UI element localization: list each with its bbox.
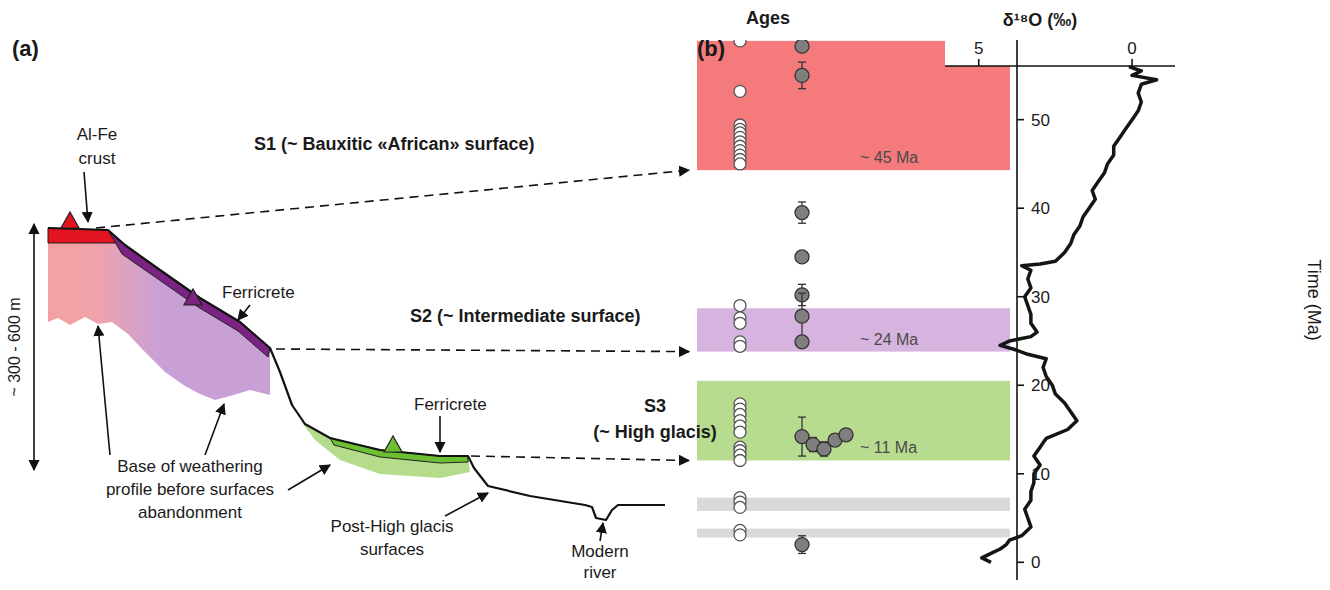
sample-site	[184, 289, 202, 305]
arrow	[276, 349, 689, 352]
age-filled	[795, 40, 809, 53]
age-open	[734, 317, 746, 329]
sample-site	[384, 436, 402, 452]
age-filled	[795, 335, 809, 349]
age-filled	[795, 250, 809, 264]
band-label: ~ 45 Ma	[860, 149, 918, 166]
label: Post-High glacis	[331, 517, 454, 536]
tick	[978, 59, 980, 66]
figure: ~ 45 Ma ~ 24 Ma ~ 11 Ma ~ 300 - 600 m (a) Al-…	[0, 0, 1330, 590]
arrow	[600, 523, 603, 541]
sample-site	[61, 212, 79, 228]
error-cap	[798, 88, 806, 89]
height-label: ~ 300 - 600 m	[6, 297, 23, 396]
arrow	[445, 493, 488, 516]
band	[697, 308, 945, 351]
panel-label: (a)	[12, 36, 39, 61]
error-cap	[798, 284, 806, 285]
surface-label: (~ High glacis)	[593, 422, 717, 442]
band	[697, 41, 945, 170]
band-label: ~ 11 Ma	[860, 439, 917, 456]
age-filled	[795, 309, 809, 323]
land-surface	[48, 228, 665, 520]
label: crust	[79, 149, 116, 168]
tick-label: 0	[1031, 553, 1040, 572]
tick-label: 40	[1031, 199, 1050, 218]
age-filled	[795, 538, 809, 552]
tick	[1017, 384, 1024, 386]
tick-label: 30	[1031, 288, 1050, 307]
surface-label: S2 (~ Intermediate surface)	[410, 306, 641, 326]
label: Al-Fe	[77, 125, 118, 144]
tick-label: 5	[974, 39, 983, 58]
label: abandonment	[138, 503, 242, 522]
age-open	[734, 340, 746, 352]
axis-title: Time (Ma)	[1304, 259, 1324, 340]
error-cap	[798, 201, 806, 202]
arrow	[96, 170, 689, 228]
band	[697, 381, 945, 461]
surface-label: S3	[644, 396, 666, 416]
error-cap	[798, 455, 806, 456]
band	[945, 66, 1011, 170]
error-cap	[798, 61, 806, 62]
tick	[1017, 473, 1024, 475]
age-open	[734, 40, 746, 47]
age-open	[734, 158, 746, 170]
label: river	[583, 563, 616, 582]
arrow	[288, 465, 330, 490]
arrow	[98, 326, 110, 455]
error-cap	[798, 535, 806, 536]
weathering-profile	[300, 420, 470, 478]
band	[945, 529, 1011, 538]
label: Ferricrete	[222, 283, 295, 302]
arrow	[471, 456, 689, 460]
tick	[1017, 561, 1024, 563]
error-cap	[798, 416, 806, 417]
label: Ferricrete	[414, 395, 487, 414]
age-filled	[839, 428, 853, 442]
band	[945, 498, 1011, 511]
tick-label: 50	[1031, 111, 1050, 130]
label: Modern	[571, 542, 629, 561]
age-filled	[795, 206, 809, 220]
error-cap	[798, 293, 806, 294]
panel-label: (b)	[697, 36, 725, 61]
label: profile before surfaces	[106, 480, 274, 499]
age-open	[734, 501, 746, 513]
label: surfaces	[360, 540, 424, 559]
tick	[1017, 119, 1024, 121]
error-cap	[798, 223, 806, 224]
age-filled	[795, 68, 809, 82]
error-cap	[798, 553, 806, 554]
arrow	[205, 404, 224, 455]
label: Base of weathering	[117, 457, 263, 476]
band	[945, 381, 1011, 461]
band-label: ~ 24 Ma	[860, 331, 918, 348]
surface-label: S1 (~ Bauxitic «African» surface)	[254, 134, 535, 154]
d18o-curve	[982, 67, 1157, 563]
tick	[1017, 207, 1024, 209]
age-open	[734, 426, 746, 438]
age-open	[734, 85, 746, 97]
arrow	[33, 224, 35, 470]
bands	[697, 41, 1010, 538]
age-open	[734, 529, 746, 541]
arrow	[238, 305, 250, 320]
tick	[1131, 59, 1133, 66]
age-open	[734, 300, 746, 312]
data	[734, 40, 1157, 562]
diagram	[48, 212, 665, 520]
column-title: Ages	[746, 8, 790, 28]
arrow	[84, 172, 88, 222]
y-axis	[1016, 40, 1018, 580]
arrow	[439, 416, 441, 452]
weathering-profile	[48, 228, 270, 400]
tick-label: 0	[1127, 39, 1136, 58]
age-open	[734, 454, 746, 466]
axis-title: δ¹⁸O (‰)	[1003, 10, 1077, 30]
